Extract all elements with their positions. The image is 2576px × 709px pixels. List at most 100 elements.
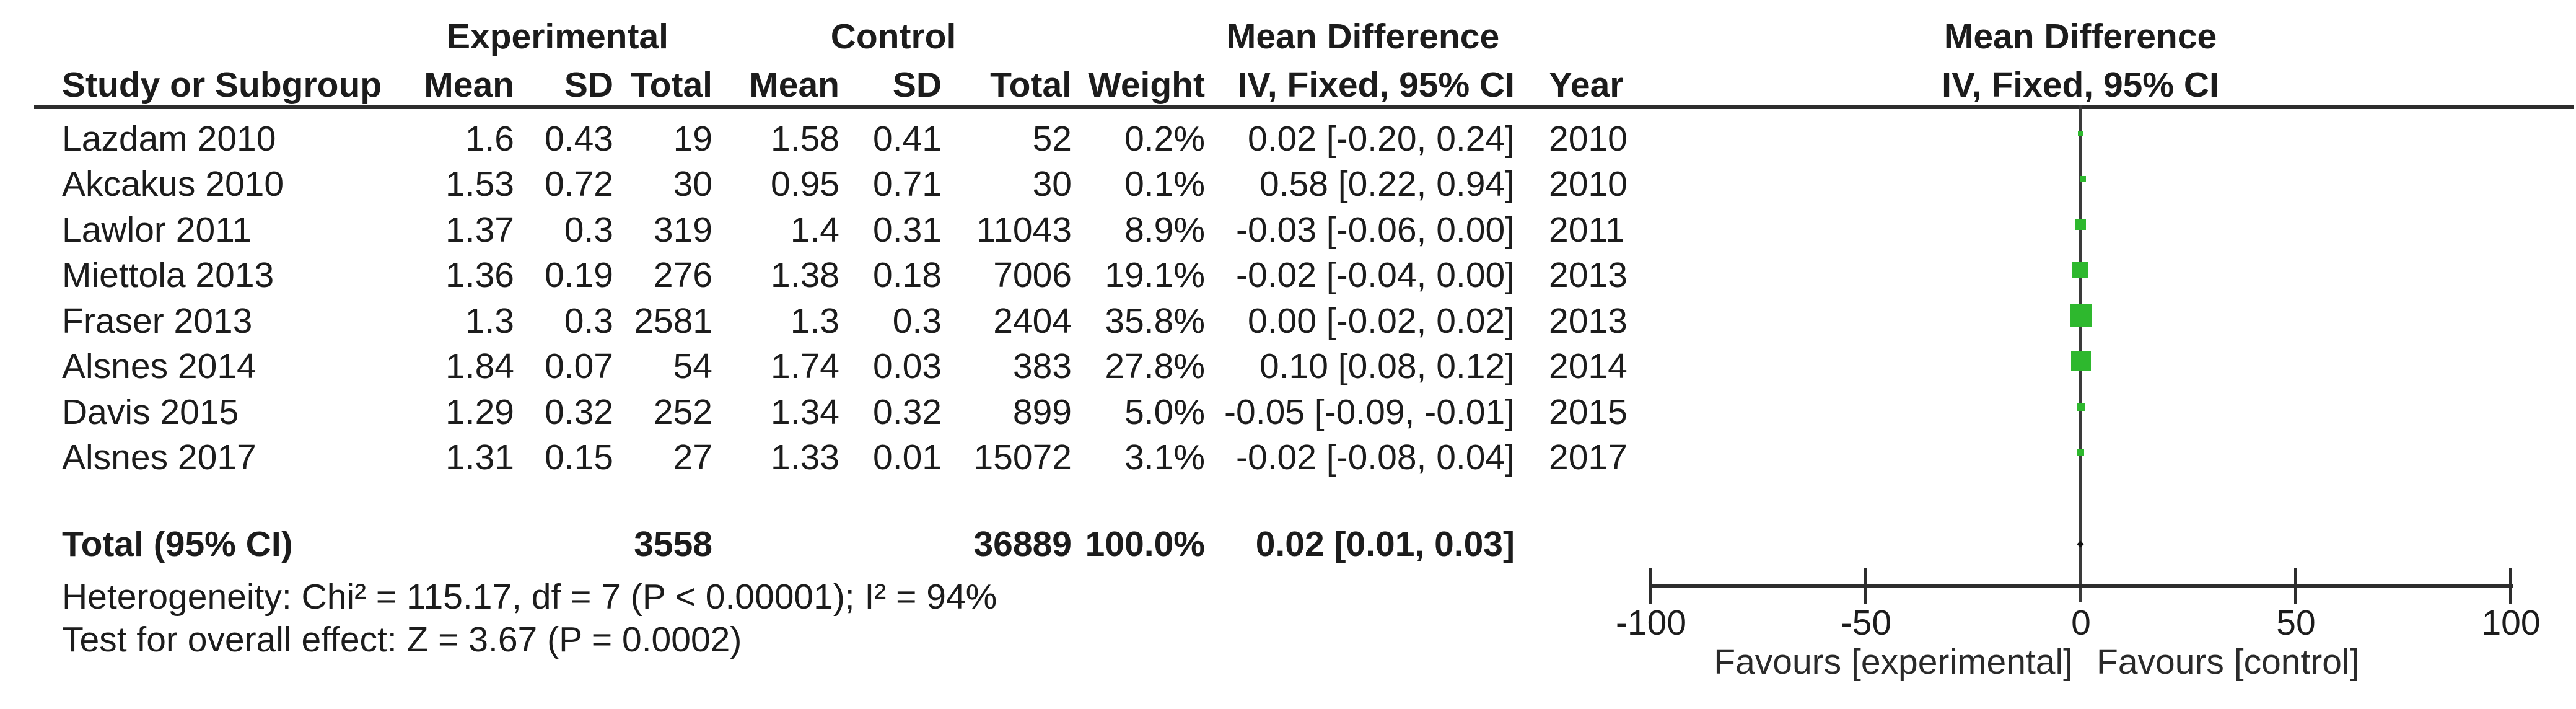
- study-marker-5: [2070, 304, 2092, 327]
- row7-ctrl_mean: 1.34: [771, 392, 839, 432]
- row1-year: 2010: [1549, 119, 1628, 159]
- x-axis-line: [1649, 584, 2513, 588]
- row1-exp_total: 19: [673, 119, 712, 159]
- column-header-ctrl_total: Total: [990, 65, 1072, 105]
- row5-md_ci: 0.00 [-0.02, 0.02]: [1248, 301, 1515, 341]
- row4-exp_sd: 0.19: [545, 255, 613, 295]
- row1-exp_sd: 0.43: [545, 119, 613, 159]
- row2-exp_mean: 1.53: [445, 164, 514, 204]
- row8-weight: 3.1%: [1124, 438, 1205, 477]
- row7-exp_sd: 0.32: [545, 392, 613, 432]
- study-marker-7: [2077, 403, 2085, 411]
- row6-exp_sd: 0.07: [545, 346, 613, 386]
- row4-ctrl_sd: 0.18: [873, 255, 942, 295]
- row7-ctrl_sd: 0.32: [873, 392, 942, 432]
- row3-year: 2011: [1549, 210, 1625, 250]
- row8-ctrl_total: 15072: [973, 438, 1072, 477]
- row4-weight: 19.1%: [1105, 255, 1205, 295]
- row5-exp_sd: 0.3: [564, 301, 613, 341]
- row2-exp_sd: 0.72: [545, 164, 613, 204]
- row6-weight: 27.8%: [1105, 346, 1205, 386]
- column-header-exp_mean: Mean: [424, 65, 514, 105]
- row3-md_ci: -0.03 [-0.06, 0.00]: [1236, 210, 1515, 250]
- column-header-ctrl_mean: Mean: [749, 65, 839, 105]
- row4-exp_total: 276: [653, 255, 712, 295]
- row2-md_ci: 0.58 [0.22, 0.94]: [1260, 164, 1515, 204]
- column-header-ctrl_sd: SD: [892, 65, 942, 105]
- total-weight: 100.0%: [1085, 524, 1205, 564]
- row6-exp_mean: 1.84: [445, 346, 514, 386]
- row1-ctrl_total: 52: [1032, 119, 1072, 159]
- total-diamond: [2077, 540, 2084, 548]
- group-header-experimental: Experimental: [447, 17, 668, 56]
- row8-exp_total: 27: [673, 438, 712, 477]
- row4-ctrl_total: 7006: [993, 255, 1072, 295]
- row6-year: 2014: [1549, 346, 1628, 386]
- row5-ctrl_total: 2404: [993, 301, 1072, 341]
- x-tick--50: [1864, 568, 1867, 604]
- row3-study: Lawlor 2011: [62, 210, 252, 250]
- row8-ctrl_sd: 0.01: [873, 438, 942, 477]
- favours-experimental-label: Favours [experimental]: [1714, 642, 2073, 682]
- row5-exp_total: 2581: [634, 301, 712, 341]
- row5-year: 2013: [1549, 301, 1628, 341]
- row5-weight: 35.8%: [1105, 301, 1205, 341]
- row2-exp_total: 30: [673, 164, 712, 204]
- row5-study: Fraser 2013: [62, 301, 253, 341]
- total-md_ci: 0.02 [0.01, 0.03]: [1255, 524, 1515, 564]
- total-ctrl_total: 36889: [973, 524, 1072, 564]
- row6-ctrl_total: 383: [1012, 346, 1072, 386]
- heterogeneity-note: Heterogeneity: Chi² = 115.17, df = 7 (P …: [62, 577, 997, 617]
- study-marker-3: [2075, 219, 2086, 230]
- plot-header-mean-difference: Mean Difference: [1943, 17, 2217, 56]
- row4-exp_mean: 1.36: [445, 255, 514, 295]
- row1-study: Lazdam 2010: [62, 119, 276, 159]
- row3-ctrl_total: 11043: [976, 210, 1072, 250]
- x-tick-100: [2509, 568, 2512, 604]
- study-marker-2: [2080, 176, 2086, 182]
- favours-control-label: Favours [control]: [2096, 642, 2360, 682]
- x-tick-label-0: 0: [2071, 603, 2091, 643]
- column-header-md_ci: IV, Fixed, 95% CI: [1237, 65, 1515, 105]
- row4-md_ci: -0.02 [-0.04, 0.00]: [1236, 255, 1515, 295]
- study-marker-8: [2077, 449, 2084, 456]
- row4-year: 2013: [1549, 255, 1628, 295]
- row8-md_ci: -0.02 [-0.08, 0.04]: [1236, 438, 1515, 477]
- column-header-year: Year: [1549, 65, 1624, 105]
- row7-study: Davis 2015: [62, 392, 239, 432]
- row7-exp_total: 252: [653, 392, 712, 432]
- column-header-exp_total: Total: [631, 65, 712, 105]
- row3-weight: 8.9%: [1124, 210, 1205, 250]
- row1-ctrl_sd: 0.41: [873, 119, 942, 159]
- overall-effect-note: Test for overall effect: Z = 3.67 (P = 0…: [62, 620, 742, 659]
- row6-ctrl_mean: 1.74: [771, 346, 839, 386]
- x-tick-label-100: 100: [2481, 603, 2541, 643]
- x-tick-50: [2294, 568, 2297, 604]
- row2-ctrl_mean: 0.95: [771, 164, 839, 204]
- row3-exp_sd: 0.3: [564, 210, 613, 250]
- row6-exp_total: 54: [673, 346, 712, 386]
- plot-header-method: IV, Fixed, 95% CI: [1942, 65, 2219, 105]
- row7-ctrl_total: 899: [1012, 392, 1072, 432]
- row8-year: 2017: [1549, 438, 1628, 477]
- header-rule: [34, 105, 2574, 109]
- row8-ctrl_mean: 1.33: [771, 438, 839, 477]
- total-exp_total: 3558: [634, 524, 712, 564]
- row1-ctrl_mean: 1.58: [771, 119, 839, 159]
- row4-ctrl_mean: 1.38: [771, 255, 839, 295]
- row2-ctrl_sd: 0.71: [873, 164, 942, 204]
- row3-ctrl_mean: 1.4: [790, 210, 839, 250]
- column-header-exp_sd: SD: [564, 65, 613, 105]
- row3-exp_mean: 1.37: [445, 210, 514, 250]
- column-header-weight: Weight: [1088, 65, 1205, 105]
- row2-ctrl_total: 30: [1032, 164, 1072, 204]
- row1-weight: 0.2%: [1124, 119, 1205, 159]
- row5-exp_mean: 1.3: [465, 301, 514, 341]
- group-header-mean-difference: Mean Difference: [1226, 17, 1500, 56]
- row6-study: Alsnes 2014: [62, 346, 256, 386]
- row8-exp_sd: 0.15: [545, 438, 613, 477]
- row7-exp_mean: 1.29: [445, 392, 514, 432]
- group-header-control: Control: [830, 17, 957, 56]
- row7-year: 2015: [1549, 392, 1628, 432]
